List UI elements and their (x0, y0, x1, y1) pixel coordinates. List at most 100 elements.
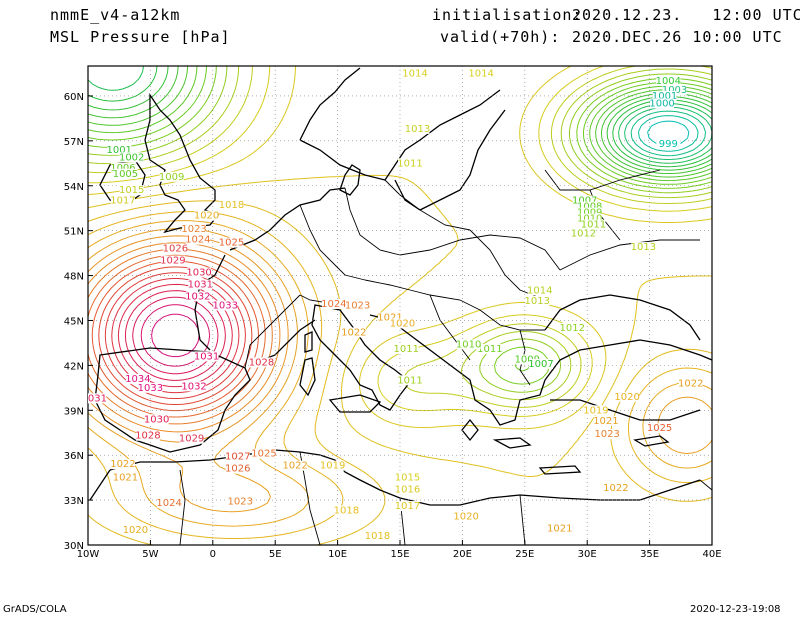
contour-label: 1018 (334, 506, 359, 517)
contour-label-bg (182, 224, 207, 235)
contour-label: 1024 (156, 498, 181, 509)
isobar-1002 (624, 106, 712, 160)
lat-tick-label: 57N (64, 137, 84, 148)
contour-label: 1005 (113, 169, 138, 180)
contour-label: 1024 (321, 299, 346, 310)
contour-label: 1027 (225, 452, 250, 463)
contour-label-bg (113, 168, 138, 179)
contour-label: 1022 (110, 459, 135, 470)
contour-label-bg (251, 448, 276, 459)
contour-label-bg (577, 201, 602, 212)
contour-label-bg (547, 523, 572, 534)
contour-label-bg (194, 351, 219, 362)
contour-label: 1021 (377, 312, 402, 323)
contour-label: 1023 (345, 300, 370, 311)
lon-tick-label: 5E (269, 549, 282, 560)
contour-label: 1031 (188, 280, 213, 291)
lon-tick-label: 40E (702, 549, 721, 560)
contour-label-bg (631, 242, 656, 253)
contour-label: 1030 (186, 268, 211, 279)
contour-label: 1008 (577, 202, 602, 213)
contour-label-bg (454, 511, 479, 522)
contour-label-bg (144, 414, 169, 425)
contour-label-bg (157, 498, 182, 509)
contour-label: 1022 (341, 327, 366, 338)
contour-label: 1022 (282, 461, 307, 472)
lon-tick-label: 35E (640, 549, 659, 560)
contour-label-bg (249, 357, 274, 368)
contour-label-bg (402, 68, 427, 79)
contour-label-bg (678, 378, 703, 389)
lon-tick-label: 20E (453, 549, 472, 560)
contour-label: 1018 (219, 200, 244, 211)
contour-label: 1021 (547, 524, 572, 535)
contour-label: 1010 (577, 214, 602, 225)
contour-label: 1032 (181, 381, 206, 392)
contour-label-bg (125, 373, 150, 384)
contour-label: 1020 (390, 318, 415, 329)
contour-label: 1023 (594, 429, 619, 440)
contour-label-bg (110, 459, 135, 470)
contour-label: 1020 (194, 211, 219, 222)
contour-label: 1020 (614, 392, 639, 403)
contour-label: 1011 (397, 158, 422, 169)
contour-label-bg (113, 472, 138, 483)
init-value: 2020.12.23. 12:00 UTC (572, 6, 800, 24)
contour-label-bg (135, 430, 160, 441)
contour-label-bg (107, 144, 132, 155)
contour-label-bg (345, 300, 370, 311)
contour-label-bg (577, 213, 602, 224)
isobar-1025 (91, 260, 259, 412)
contour-label-bg (527, 285, 552, 296)
contour-label-bg (225, 463, 250, 474)
contour-label-bg (656, 138, 681, 149)
contour-label-bg (477, 343, 502, 354)
contour-label: 1011 (581, 220, 606, 231)
contour-label-bg (405, 123, 430, 134)
contour-label-bg (595, 429, 620, 440)
contour-label: 1003 (662, 85, 687, 96)
contour-label: 1026 (163, 244, 188, 255)
contour-label-bg (390, 318, 415, 329)
contour-label: 1017 (395, 501, 420, 512)
contour-label: 1015 (395, 473, 420, 484)
contour-label-bg (187, 267, 212, 278)
contour-label-bg (110, 195, 135, 206)
contour-label-bg (119, 152, 144, 163)
contour-label-bg (456, 339, 481, 350)
contour-label-bg (577, 207, 602, 218)
contour-label-bg (650, 98, 675, 109)
isobar-1013 (88, 66, 712, 408)
contour-label: 1022 (678, 378, 703, 389)
contour-label: 1011 (477, 344, 502, 355)
contour-label: 1028 (135, 431, 160, 442)
contour-label-bg (583, 405, 608, 416)
contour-label-bg (119, 185, 144, 196)
contour-label: 1014 (527, 286, 552, 297)
contour-label: 1032 (185, 292, 210, 303)
isobar-1031 (132, 296, 219, 375)
contour-label: 1030 (144, 414, 169, 425)
contour-label-bg (110, 162, 135, 173)
lat-tick-label: 36N (64, 451, 84, 462)
lon-tick-label: 15E (390, 549, 409, 560)
lon-tick-label: 10E (328, 549, 347, 560)
contour-label-bg (662, 84, 687, 95)
contour-label: 1010 (456, 339, 481, 350)
contour-label: 1016 (395, 485, 420, 496)
contour-label: 1031 (82, 393, 107, 404)
lat-tick-label: 30N (64, 541, 84, 552)
lat-tick-label: 42N (64, 361, 84, 372)
contour-label-bg (194, 210, 219, 221)
valid-value: 2020.DEC.26 10:00 UTC (572, 28, 783, 46)
lat-tick-label: 33N (64, 496, 84, 507)
lat-tick-label: 54N (64, 182, 84, 193)
contour-label-bg (394, 343, 419, 354)
contour-label-bg (365, 531, 390, 542)
contour-label-bg (652, 90, 677, 101)
contour-label: 1002 (119, 152, 144, 163)
contour-label-bg (581, 219, 606, 230)
contour-label-bg (159, 171, 184, 182)
contour-label: 999 (659, 139, 678, 150)
contour-label: 1021 (113, 473, 138, 484)
